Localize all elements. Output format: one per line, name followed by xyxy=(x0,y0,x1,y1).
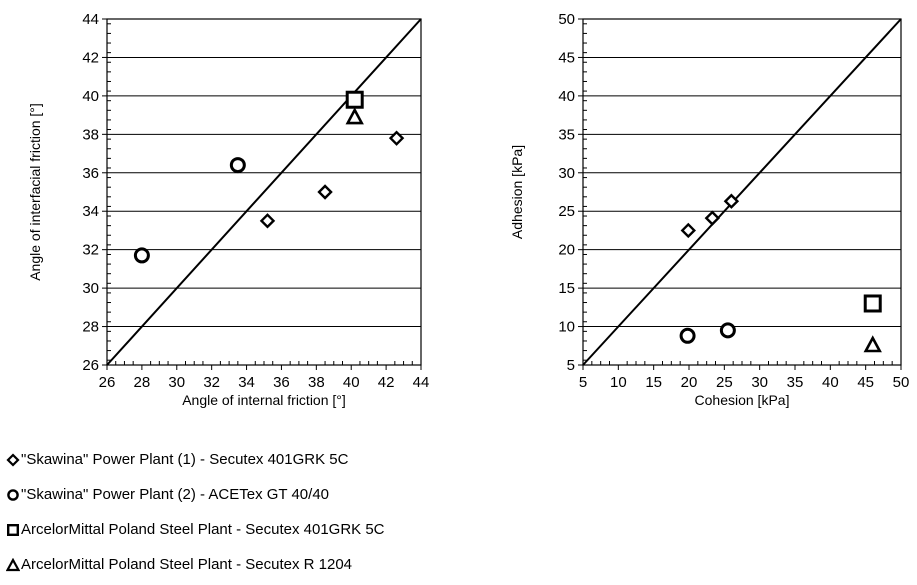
y-axis-label: Angle of interfacial friction [°] xyxy=(27,103,43,281)
data-point-diamond xyxy=(704,210,721,226)
y-tick-label: 25 xyxy=(558,203,575,220)
legend-label: ArcelorMittal Poland Steel Plant - Secut… xyxy=(21,556,353,573)
legend-item-skawina-2: "Skawina" Power Plant (2) - ACETex GT 40… xyxy=(6,477,606,512)
data-point-circle xyxy=(229,157,246,174)
legend-item-arcelor-2: ArcelorMittal Poland Steel Plant - Secut… xyxy=(6,547,606,582)
y-tick-label: 36 xyxy=(82,165,99,182)
x-tick-label: 30 xyxy=(751,374,768,391)
x-tick-label: 45 xyxy=(857,374,874,391)
y-tick-label: 26 xyxy=(82,357,99,374)
x-tick-label: 40 xyxy=(822,374,839,391)
y-tick-label: 35 xyxy=(558,126,575,143)
data-point-circle xyxy=(133,247,150,264)
x-tick-label: 15 xyxy=(645,374,662,391)
friction-angle-chart: 26 28 30 32 34 36 38 40 42 44 26 28 30 32 34 36 38 40 42 44… xyxy=(27,11,429,408)
x-tick-label: 44 xyxy=(413,374,430,391)
plot-frame xyxy=(106,18,422,366)
legend-label: ArcelorMittal Poland Steel Plant - Secut… xyxy=(21,521,385,538)
x-tick-label: 34 xyxy=(238,374,255,391)
x-tick-label: 32 xyxy=(203,374,220,391)
x-tick-label: 10 xyxy=(610,374,627,391)
triangle-marker-icon xyxy=(6,557,20,571)
diamond-marker-icon xyxy=(6,452,20,467)
y-tick-label: 44 xyxy=(82,11,99,28)
square-marker-icon xyxy=(7,523,20,536)
data-point-triangle xyxy=(345,107,364,125)
legend-item-arcelor-1: ArcelorMittal Poland Steel Plant - Secut… xyxy=(6,512,606,547)
cohesion-adhesion-chart: 5 10 15 20 25 30 35 40 45 50 5 10 15 20 25 30 35 40 45 50 Co… xyxy=(509,11,909,408)
x-tick-label: 35 xyxy=(787,374,804,391)
reference-line xyxy=(106,18,422,366)
data-point-diamond xyxy=(723,193,740,209)
x-tick-label: 50 xyxy=(893,374,910,391)
data-point-square xyxy=(863,294,882,313)
data-point-diamond xyxy=(259,213,276,229)
x-tick-label: 40 xyxy=(343,374,360,391)
data-point-circle xyxy=(679,327,696,344)
y-tick-label: 40 xyxy=(558,88,575,105)
circle-marker-icon xyxy=(7,488,19,501)
y-tick-label: 5 xyxy=(567,357,575,374)
x-tick-label: 26 xyxy=(99,374,116,391)
y-tick-label: 15 xyxy=(558,280,575,297)
x-tick-label: 36 xyxy=(273,374,290,391)
data-point-square xyxy=(345,90,364,109)
data-point-diamond xyxy=(388,130,405,146)
x-tick-label: 30 xyxy=(168,374,185,391)
x-tick-label: 5 xyxy=(579,374,587,391)
y-tick-label: 20 xyxy=(558,242,575,259)
y-tick-label: 38 xyxy=(82,126,99,143)
y-tick-label: 32 xyxy=(82,242,99,259)
x-tick-label: 42 xyxy=(378,374,395,391)
y-tick-label: 40 xyxy=(82,88,99,105)
y-tick-label: 30 xyxy=(82,280,99,297)
data-point-diamond xyxy=(317,184,333,200)
chart-figure: 26 28 30 32 34 36 38 40 42 44 26 28 30 32 34 36 38 40 42 44… xyxy=(27,11,909,408)
y-tick-label: 50 xyxy=(558,11,575,28)
y-tick-label: 30 xyxy=(558,165,575,182)
legend-label: "Skawina" Power Plant (2) - ACETex GT 40… xyxy=(21,486,330,503)
x-tick-label: 38 xyxy=(308,374,325,391)
data-point-diamond xyxy=(680,222,696,239)
x-tick-label: 25 xyxy=(716,374,733,391)
legend-item-skawina-1: "Skawina" Power Plant (1) - Secutex 401G… xyxy=(6,442,606,477)
plot-frame xyxy=(582,18,902,366)
legend: "Skawina" Power Plant (1) - Secutex 401G… xyxy=(6,442,606,582)
x-tick-label: 20 xyxy=(681,374,698,391)
y-tick-label: 10 xyxy=(558,319,575,336)
y-tick-label: 34 xyxy=(82,203,99,220)
data-point-triangle xyxy=(863,335,882,353)
y-tick-label: 42 xyxy=(82,49,99,66)
x-axis-label: Angle of internal friction [°] xyxy=(182,392,346,408)
legend-label: "Skawina" Power Plant (1) - Secutex 401G… xyxy=(21,451,349,468)
y-axis-label: Adhesion [kPa] xyxy=(509,145,525,239)
x-tick-label: 28 xyxy=(134,374,151,391)
x-axis-label: Cohesion [kPa] xyxy=(695,392,790,408)
data-point-circle xyxy=(719,322,736,339)
reference-line xyxy=(582,18,902,366)
y-tick-label: 28 xyxy=(82,319,99,336)
y-tick-label: 45 xyxy=(558,49,575,66)
